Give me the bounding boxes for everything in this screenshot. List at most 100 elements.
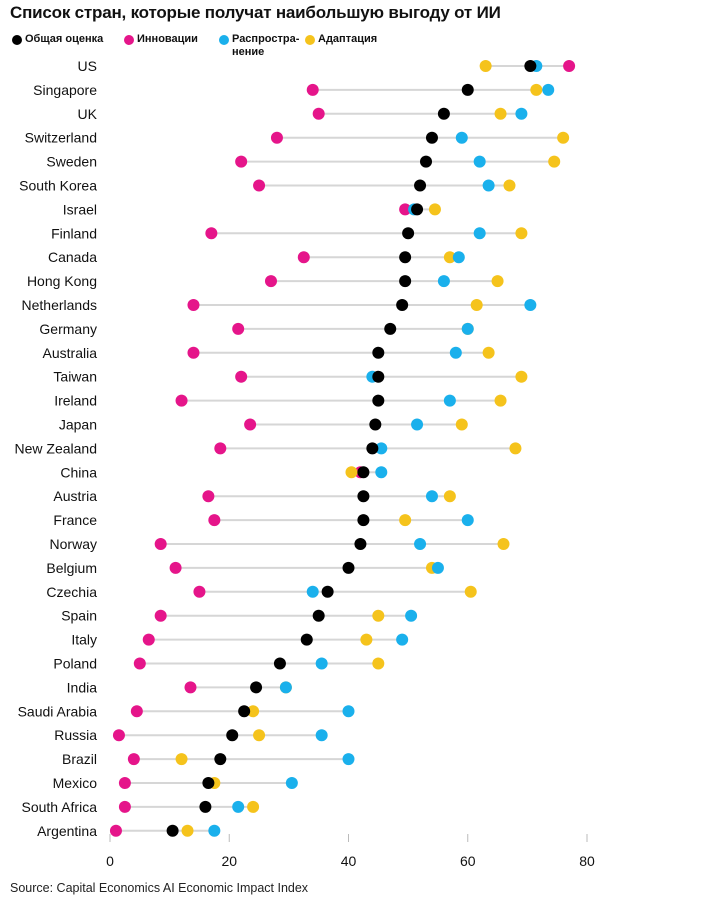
country-label: France <box>53 512 97 528</box>
innovation-point <box>142 633 155 646</box>
adaptation-point <box>494 394 507 407</box>
adaptation-point <box>494 107 507 120</box>
diffusion-point <box>449 346 462 359</box>
innovation-point <box>130 705 143 718</box>
adaptation-point <box>497 538 510 550</box>
overall-point <box>372 346 385 359</box>
diffusion-point <box>524 299 537 311</box>
adaptation-point <box>503 179 516 192</box>
country-label: US <box>78 58 97 74</box>
adaptation-point <box>443 490 456 503</box>
overall-point <box>420 155 433 168</box>
country-label: Austria <box>53 488 97 504</box>
adaptation-point <box>175 753 188 766</box>
adaptation-point <box>515 370 528 383</box>
adaptation-point <box>181 824 194 837</box>
overall-point <box>414 179 427 192</box>
legend: Общая оценка Инновации Распростра- нение… <box>12 33 712 61</box>
innovation-point <box>235 370 248 383</box>
adaptation-point <box>455 418 468 431</box>
adaptation-point <box>548 155 561 168</box>
country-label: Singapore <box>33 82 97 98</box>
innovation-point <box>109 824 122 837</box>
legend-label-innovation: Инновации <box>137 33 198 45</box>
country-label: Russia <box>54 727 97 743</box>
overall-point <box>425 131 438 144</box>
innovation-point <box>112 729 125 742</box>
country-label: Poland <box>53 656 97 672</box>
overall-point <box>384 322 397 335</box>
overall-point <box>396 299 409 311</box>
innovation-point <box>169 561 182 574</box>
x-tick-label: 60 <box>460 853 476 869</box>
innovation-point <box>187 299 200 311</box>
innovation-point <box>312 107 325 120</box>
overall-point <box>166 824 179 837</box>
innovation-point <box>118 777 131 789</box>
adaptation-point <box>428 203 441 216</box>
adaptation-point <box>399 514 412 527</box>
chart-title: Список стран, которые получат наибольшую… <box>10 3 501 22</box>
overall-point <box>524 60 537 72</box>
innovation-point <box>187 346 200 359</box>
country-label: UK <box>78 106 98 122</box>
overall-point <box>226 729 239 742</box>
country-label: Japan <box>59 417 97 433</box>
diffusion-point <box>342 705 355 718</box>
innovation-point <box>244 418 257 431</box>
adaptation-point <box>530 83 543 96</box>
adaptation-point <box>372 609 385 622</box>
country-label: Switzerland <box>25 130 97 146</box>
diffusion-point <box>342 753 355 766</box>
x-tick-label: 40 <box>341 853 357 869</box>
diffusion-point <box>411 418 424 431</box>
overall-point <box>399 275 412 288</box>
overall-point <box>354 538 367 550</box>
legend-swatch-adaptation <box>305 35 315 45</box>
overall-point <box>366 442 379 455</box>
innovation-point <box>175 394 188 407</box>
diffusion-point <box>482 179 495 192</box>
country-label: South Korea <box>19 178 97 194</box>
x-tick-label: 20 <box>221 853 237 869</box>
adaptation-point <box>253 729 266 742</box>
legend-label-diffusion: Распростра- нение <box>232 33 300 58</box>
adaptation-point <box>464 585 477 598</box>
legend-item-overall: Общая оценка <box>12 33 103 46</box>
innovation-point <box>133 657 146 670</box>
x-tick-label: 0 <box>106 853 114 869</box>
diffusion-point <box>473 155 486 168</box>
diffusion-point <box>375 466 388 479</box>
legend-label-overall: Общая оценка <box>25 33 104 45</box>
diffusion-point <box>208 824 221 837</box>
overall-point <box>357 466 370 479</box>
overall-point <box>214 753 227 766</box>
adaptation-point <box>515 227 528 240</box>
adaptation-point <box>360 633 373 646</box>
diffusion-point <box>452 251 465 264</box>
adaptation-point <box>491 275 504 288</box>
country-label: Italy <box>71 632 97 648</box>
diffusion-point <box>443 394 456 407</box>
innovation-point <box>202 490 215 503</box>
overall-point <box>372 370 385 383</box>
country-label: Mexico <box>53 775 98 791</box>
innovation-point <box>264 275 277 288</box>
overall-point <box>202 777 215 789</box>
innovation-point <box>297 251 310 264</box>
diffusion-point <box>542 83 555 96</box>
country-label: Sweden <box>46 154 97 170</box>
legend-label-adaptation: Адаптация <box>318 33 378 45</box>
innovation-point <box>154 609 167 622</box>
overall-point <box>357 514 370 527</box>
overall-point <box>250 681 263 694</box>
innovation-point <box>253 179 266 192</box>
innovation-point <box>232 322 245 335</box>
diffusion-point <box>375 442 388 455</box>
country-label: South Africa <box>22 799 98 815</box>
legend-swatch-innovation <box>124 35 134 45</box>
overall-point <box>399 251 412 264</box>
diffusion-point <box>405 609 418 622</box>
diffusion-point <box>315 657 328 670</box>
